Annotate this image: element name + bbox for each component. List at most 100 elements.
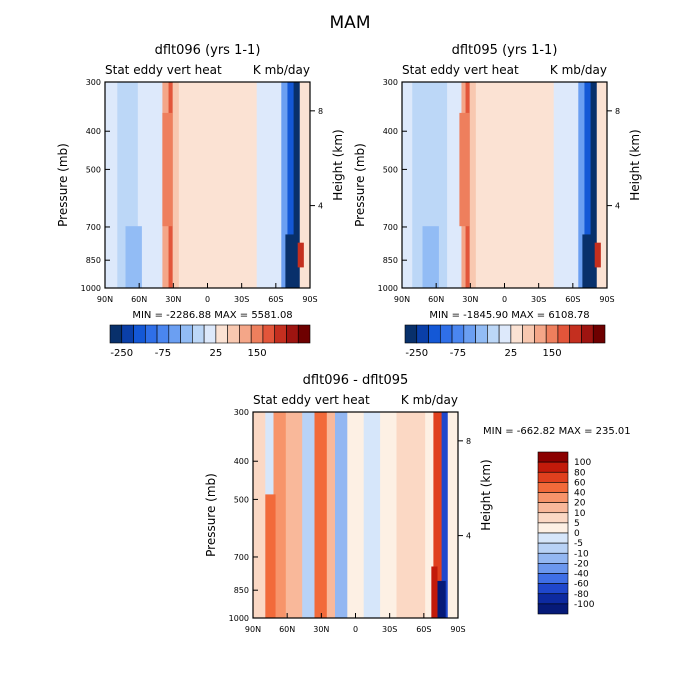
x-tick-label: 30N: [165, 295, 181, 304]
colorbar-swatch: [475, 324, 488, 344]
colorbar-swatch: [537, 552, 569, 564]
min-max-text: MIN = -1845.90 MAX = 6108.78: [429, 310, 589, 321]
chart-title: dflt095 (yrs 1-1): [452, 43, 558, 58]
colorbar-swatch: [451, 324, 465, 344]
y2-axis-title: Height (km): [628, 129, 642, 200]
colorbar-label: 0: [574, 529, 580, 539]
y2-tick-label: 4: [318, 202, 323, 211]
colorbar-swatch: [537, 522, 569, 534]
x-tick-label: 90S: [450, 625, 465, 634]
x-tick-label: 90N: [245, 625, 261, 634]
colorbar-swatch: [463, 324, 476, 344]
x-tick-label: 60N: [279, 625, 295, 634]
colorbar-swatch: [537, 583, 569, 595]
y-tick-label: 700: [86, 223, 101, 232]
colorbar-label: 40: [574, 489, 586, 499]
x-tick-label: 30S: [382, 625, 397, 634]
contour-band: [363, 412, 381, 618]
contour-band: [447, 412, 458, 618]
contour-band: [285, 412, 303, 618]
colorbar-swatch: [537, 603, 569, 615]
x-tick-label: 60N: [428, 295, 444, 304]
contour-band: [178, 82, 219, 288]
colorbar-swatch: [537, 542, 569, 554]
x-tick-label: 90S: [599, 295, 614, 304]
contour-band: [584, 82, 592, 288]
y-tick-label: 700: [234, 553, 249, 562]
x-tick-label: 60S: [416, 625, 431, 634]
contour-band: [287, 82, 295, 288]
y-tick-label: 300: [86, 78, 101, 87]
min-max-text: MIN = -662.82 MAX = 235.01: [483, 426, 631, 437]
contour-band: [433, 412, 443, 618]
colorbar-swatch: [534, 324, 547, 344]
contour-band: [459, 112, 470, 227]
y-tick-label: 1000: [229, 614, 249, 623]
contour-band: [125, 226, 142, 288]
contour-band: [431, 566, 438, 618]
contour-band: [137, 82, 163, 288]
chart-panel-1: dflt096 (yrs 1-1) Stat eddy vert heat K mb…: [56, 43, 345, 359]
contour-band: [525, 82, 555, 288]
chart-title: dflt096 - dflt095: [303, 373, 409, 388]
y-tick-label: 850: [234, 586, 249, 595]
y-tick-label: 850: [383, 256, 398, 265]
page-title: MAM: [330, 13, 371, 33]
y-axis-title: Pressure (mb): [56, 143, 70, 227]
x-tick-label: 30N: [313, 625, 329, 634]
colorbar-label: -40: [574, 570, 589, 580]
contour-field: [402, 82, 607, 288]
units-label: K mb/day: [253, 63, 310, 77]
contour-band: [469, 82, 477, 288]
colorbar-label: -100: [574, 600, 595, 610]
colorbar-swatch: [227, 324, 240, 344]
units-label: K mb/day: [401, 393, 458, 407]
x-tick-label: 90S: [302, 295, 317, 304]
y-tick-label: 400: [383, 127, 398, 136]
colorbar-swatch: [537, 482, 569, 493]
colorbar-label: 150: [248, 348, 267, 359]
min-max-text: MIN = -2286.88 MAX = 5581.08: [132, 310, 292, 321]
colorbar-swatch: [537, 593, 569, 605]
colorbar-swatch: [168, 324, 181, 344]
contour-band: [293, 82, 301, 288]
colorbar-swatch: [250, 324, 264, 344]
contour-field: [105, 82, 310, 288]
colorbar-swatch: [297, 324, 311, 344]
colorbar-swatch: [109, 324, 123, 344]
contour-band: [299, 82, 310, 288]
colorbar-swatch: [133, 324, 146, 344]
colorbar-label: -75: [450, 348, 466, 359]
colorbar-swatch: [592, 324, 606, 344]
y-axis-title: Pressure (mb): [204, 473, 218, 557]
colorbar-label: 80: [574, 468, 586, 478]
units-label: K mb/day: [550, 63, 607, 77]
contour-band: [590, 82, 598, 288]
y2-tick-label: 8: [466, 437, 471, 446]
colorbar-swatch: [487, 324, 500, 344]
x-tick-label: 30S: [234, 295, 249, 304]
colorbar-swatch: [144, 324, 158, 344]
y2-tick-label: 4: [615, 202, 620, 211]
contour-band: [256, 82, 282, 288]
colorbar-label: 25: [210, 348, 223, 359]
colorbar-swatch: [537, 461, 569, 473]
colorbar-swatch: [522, 324, 535, 344]
colorbar-label: -60: [574, 580, 589, 590]
colorbar-swatch: [404, 324, 418, 344]
colorbar-swatch: [537, 563, 569, 574]
colorbar-swatch: [121, 324, 134, 344]
chart-panel-3: dflt096 - dflt095 Stat eddy vert heat K mb…: [204, 373, 631, 634]
left-label: Stat eddy vert heat: [105, 63, 222, 77]
colorbar-swatch: [537, 471, 569, 483]
colorbar-swatch: [156, 324, 170, 344]
contour-band: [441, 412, 449, 618]
contour-band: [447, 82, 462, 288]
contour-band: [302, 412, 315, 618]
y-tick-label: 300: [383, 78, 398, 87]
contour-field: [253, 412, 458, 618]
colorbar: -250 -75 25 150: [404, 324, 606, 359]
contour-band: [422, 226, 439, 288]
